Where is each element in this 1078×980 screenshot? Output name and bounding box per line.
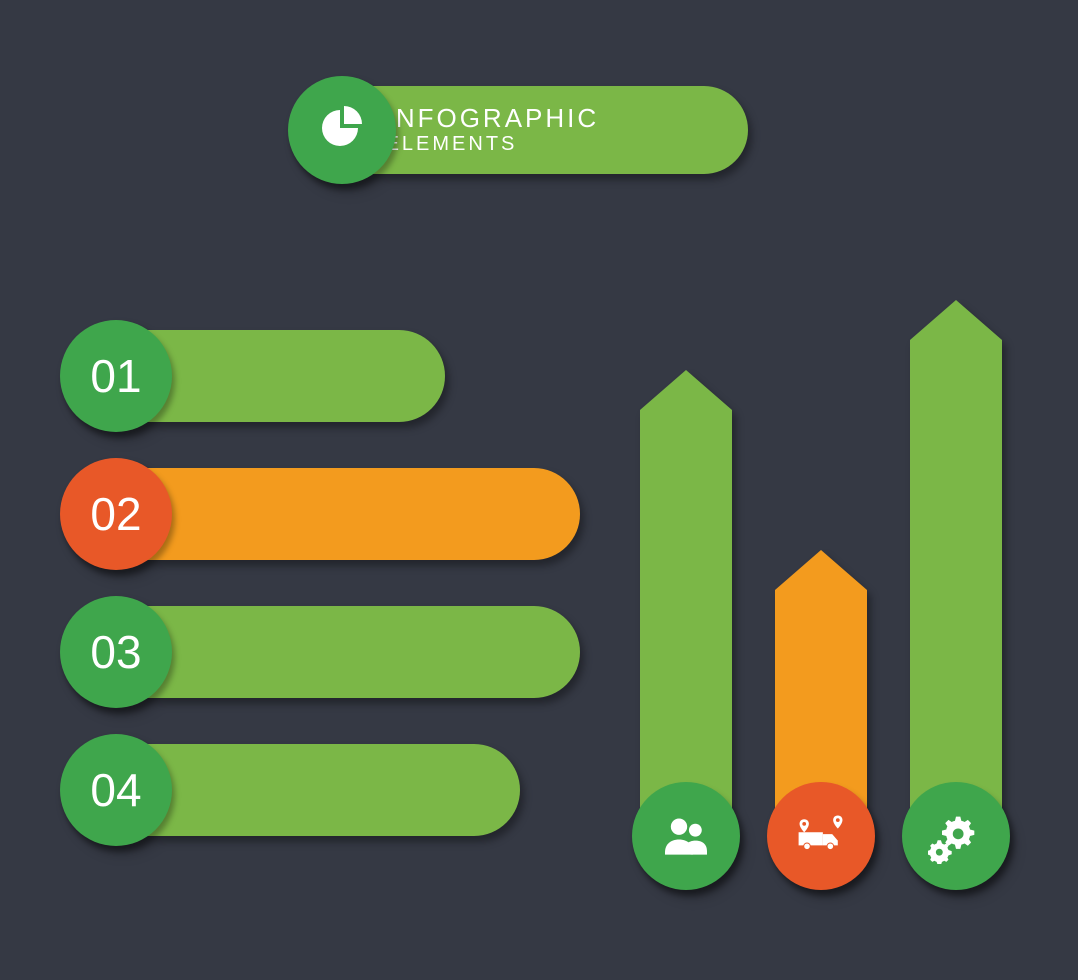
arrow-bar-circle xyxy=(767,782,875,890)
list-item-1: 01 xyxy=(60,320,172,432)
arrow-bar-shaft xyxy=(640,410,732,840)
list-item-circle: 02 xyxy=(60,458,172,570)
pie-chart-icon xyxy=(318,106,366,154)
list-item-4: 04 xyxy=(60,734,172,846)
arrow-bar-head xyxy=(775,550,867,590)
list-item-circle: 03 xyxy=(60,596,172,708)
header-title: INFOGRAPHIC ELEMENTS xyxy=(386,104,600,157)
arrow-bar-circle xyxy=(632,782,740,890)
arrow-bar-head xyxy=(910,300,1002,340)
list-item-pill xyxy=(100,606,580,698)
arrow-bar-3 xyxy=(910,300,1002,840)
list-item-pill xyxy=(100,468,580,560)
header-pill: INFOGRAPHIC ELEMENTS xyxy=(310,86,748,174)
arrow-bar-shaft xyxy=(910,340,1002,840)
list-item-number: 03 xyxy=(90,625,141,679)
people-icon xyxy=(658,808,714,864)
list-item-number: 01 xyxy=(90,349,141,403)
list-item-circle: 04 xyxy=(60,734,172,846)
header-circle xyxy=(288,76,396,184)
list-item-2: 02 xyxy=(60,458,172,570)
list-item-number: 04 xyxy=(90,763,141,817)
arrow-bar-1 xyxy=(640,370,732,840)
arrow-bar-head xyxy=(640,370,732,410)
delivery-icon xyxy=(793,808,849,864)
list-item-circle: 01 xyxy=(60,320,172,432)
gears-icon xyxy=(928,808,984,864)
header-title-line2: ELEMENTS xyxy=(386,133,600,156)
list-item-3: 03 xyxy=(60,596,172,708)
arrow-bar-2 xyxy=(775,550,867,840)
list-item-number: 02 xyxy=(90,487,141,541)
arrow-bar-circle xyxy=(902,782,1010,890)
header-title-line1: INFOGRAPHIC xyxy=(386,104,600,134)
